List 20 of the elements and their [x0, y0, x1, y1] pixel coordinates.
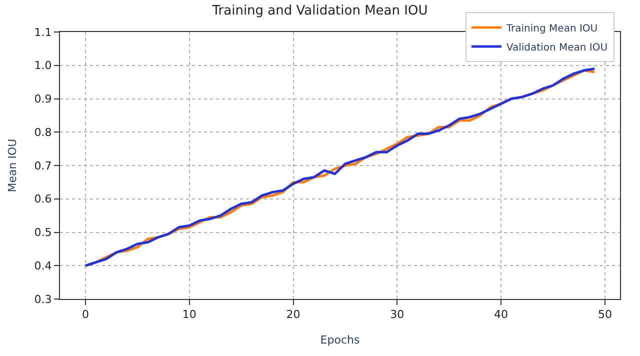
- legend-label: Training Mean IOU: [505, 23, 598, 34]
- x-tick-label: 10: [182, 308, 196, 322]
- y-tick-label: 0.9: [34, 92, 52, 106]
- y-tick-label: 0.3: [34, 292, 52, 306]
- x-tick-label: 30: [390, 308, 404, 322]
- y-tick-label: 0.5: [34, 226, 52, 240]
- x-tick-label: 40: [494, 308, 508, 322]
- chart-title: Training and Validation Mean IOU: [211, 3, 428, 18]
- x-tick-label: 20: [286, 308, 300, 322]
- y-tick-label: 0.6: [34, 192, 52, 206]
- x-axis-title: Epochs: [320, 333, 360, 346]
- y-tick-label: 0.4: [34, 259, 52, 272]
- legend-label: Validation Mean IOU: [506, 42, 608, 54]
- y-tick-label: 0.7: [34, 159, 52, 172]
- y-tick-label: 1.0: [34, 59, 52, 72]
- x-tick-label: 50: [598, 308, 612, 322]
- x-tick-label: 0: [82, 308, 89, 322]
- y-tick-label: 0.8: [34, 126, 52, 139]
- y-axis-title: Mean IOU: [6, 138, 19, 192]
- y-tick-label: 1.1: [34, 26, 52, 39]
